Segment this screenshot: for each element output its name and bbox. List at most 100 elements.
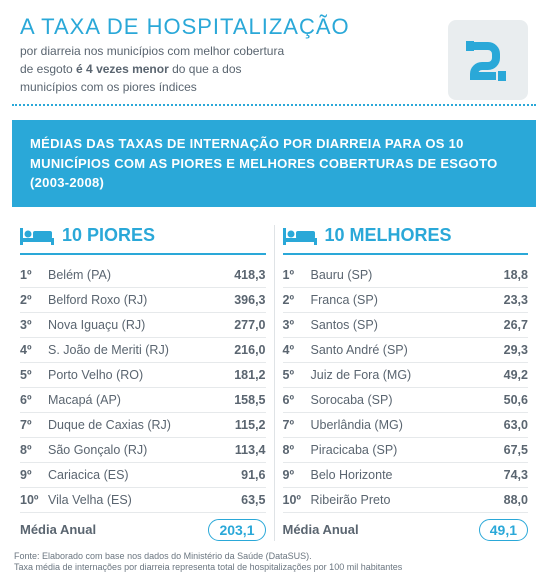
city: Porto Velho (RO) xyxy=(48,368,218,382)
rank: 4º xyxy=(20,343,48,357)
table-row: 4ºS. João de Meriti (RJ)216,0 xyxy=(20,338,266,363)
avg-label: Média Anual xyxy=(283,522,479,537)
city: Piracicaba (SP) xyxy=(311,443,481,457)
best-rows: 1ºBauru (SP)18,82ºFranca (SP)23,33ºSanto… xyxy=(283,263,529,513)
best-title: 10 MELHORES xyxy=(325,225,452,246)
subtitle: por diarreia nos municípios com melhor c… xyxy=(20,42,300,96)
value: 63,0 xyxy=(480,418,528,432)
pipe-icon-box xyxy=(448,20,528,100)
value: 396,3 xyxy=(218,293,266,307)
rank: 10º xyxy=(283,493,311,507)
bed-icon xyxy=(20,225,54,247)
city: Belo Horizonte xyxy=(311,468,481,482)
city: Franca (SP) xyxy=(311,293,481,307)
value: 67,5 xyxy=(480,443,528,457)
tables: 10 PIORES 1ºBelém (PA)418,32ºBelford Rox… xyxy=(12,225,536,541)
value: 418,3 xyxy=(218,268,266,282)
rank: 2º xyxy=(20,293,48,307)
city: Santos (SP) xyxy=(311,318,481,332)
rank: 1º xyxy=(20,268,48,282)
rank: 9º xyxy=(20,468,48,482)
worst-avg-row: Média Anual 203,1 xyxy=(20,513,266,541)
rank: 3º xyxy=(283,318,311,332)
footnote-line2: Taxa média de internações por diarreia r… xyxy=(14,562,534,574)
table-row: 9ºBelo Horizonte74,3 xyxy=(283,463,529,488)
value: 50,6 xyxy=(480,393,528,407)
table-row: 2ºBelford Roxo (RJ)396,3 xyxy=(20,288,266,313)
avg-value: 49,1 xyxy=(479,519,528,541)
city: Vila Velha (ES) xyxy=(48,493,218,507)
table-row: 2ºFranca (SP)23,3 xyxy=(283,288,529,313)
rank: 1º xyxy=(283,268,311,282)
value: 277,0 xyxy=(218,318,266,332)
worst-title: 10 PIORES xyxy=(62,225,155,246)
city: Macapá (AP) xyxy=(48,393,218,407)
city: Uberlândia (MG) xyxy=(311,418,481,432)
rank: 8º xyxy=(283,443,311,457)
table-row: 3ºSantos (SP)26,7 xyxy=(283,313,529,338)
city: S. João de Meriti (RJ) xyxy=(48,343,218,357)
city: Duque de Caxias (RJ) xyxy=(48,418,218,432)
rank: 4º xyxy=(283,343,311,357)
table-row: 10ºVila Velha (ES)63,5 xyxy=(20,488,266,513)
value: 216,0 xyxy=(218,343,266,357)
city: Cariacica (ES) xyxy=(48,468,218,482)
table-row: 6ºMacapá (AP)158,5 xyxy=(20,388,266,413)
worst-rows: 1ºBelém (PA)418,32ºBelford Roxo (RJ)396,… xyxy=(20,263,266,513)
value: 29,3 xyxy=(480,343,528,357)
worst-column: 10 PIORES 1ºBelém (PA)418,32ºBelford Rox… xyxy=(12,225,274,541)
value: 113,4 xyxy=(218,443,266,457)
table-row: 9ºCariacica (ES)91,6 xyxy=(20,463,266,488)
rank: 2º xyxy=(283,293,311,307)
header: A TAXA DE HOSPITALIZAÇÃO por diarreia no… xyxy=(0,0,548,108)
bed-icon xyxy=(283,225,317,247)
value: 181,2 xyxy=(218,368,266,382)
rank: 6º xyxy=(283,393,311,407)
rank: 8º xyxy=(20,443,48,457)
value: 18,8 xyxy=(480,268,528,282)
footnote-line1: Fonte: Elaborado com base nos dados do M… xyxy=(14,551,534,563)
rank: 7º xyxy=(283,418,311,432)
value: 74,3 xyxy=(480,468,528,482)
table-row: 3ºNova Iguaçu (RJ)277,0 xyxy=(20,313,266,338)
table-row: 8ºSão Gonçalo (RJ)113,4 xyxy=(20,438,266,463)
avg-value: 203,1 xyxy=(208,519,265,541)
table-row: 6ºSorocaba (SP)50,6 xyxy=(283,388,529,413)
city: São Gonçalo (RJ) xyxy=(48,443,218,457)
table-row: 8ºPiracicaba (SP)67,5 xyxy=(283,438,529,463)
table-row: 1ºBelém (PA)418,3 xyxy=(20,263,266,288)
banner: MÉDIAS DAS TAXAS DE INTERNAÇÃO POR DIARR… xyxy=(12,120,536,207)
best-header: 10 MELHORES xyxy=(283,225,529,255)
worst-header: 10 PIORES xyxy=(20,225,266,255)
value: 26,7 xyxy=(480,318,528,332)
city: Belford Roxo (RJ) xyxy=(48,293,218,307)
rank: 9º xyxy=(283,468,311,482)
footnote: Fonte: Elaborado com base nos dados do M… xyxy=(14,551,534,574)
table-row: 5ºPorto Velho (RO)181,2 xyxy=(20,363,266,388)
table-row: 7ºDuque de Caxias (RJ)115,2 xyxy=(20,413,266,438)
best-avg-row: Média Anual 49,1 xyxy=(283,513,529,541)
value: 91,6 xyxy=(218,468,266,482)
city: Bauru (SP) xyxy=(311,268,481,282)
rank: 5º xyxy=(283,368,311,382)
city: Santo André (SP) xyxy=(311,343,481,357)
table-row: 5ºJuiz de Fora (MG)49,2 xyxy=(283,363,529,388)
value: 88,0 xyxy=(480,493,528,507)
table-row: 7ºUberlândia (MG)63,0 xyxy=(283,413,529,438)
table-row: 4ºSanto André (SP)29,3 xyxy=(283,338,529,363)
city: Juiz de Fora (MG) xyxy=(311,368,481,382)
table-row: 1ºBauru (SP)18,8 xyxy=(283,263,529,288)
rank: 5º xyxy=(20,368,48,382)
subtitle-bold: é 4 vezes menor xyxy=(76,62,169,76)
city: Ribeirão Preto xyxy=(311,493,481,507)
value: 115,2 xyxy=(218,418,266,432)
value: 49,2 xyxy=(480,368,528,382)
avg-label: Média Anual xyxy=(20,522,208,537)
table-row: 10ºRibeirão Preto88,0 xyxy=(283,488,529,513)
value: 23,3 xyxy=(480,293,528,307)
pipe-icon xyxy=(460,32,516,88)
rank: 6º xyxy=(20,393,48,407)
rank: 10º xyxy=(20,493,48,507)
best-column: 10 MELHORES 1ºBauru (SP)18,82ºFranca (SP… xyxy=(274,225,537,541)
dotted-divider xyxy=(12,104,536,106)
